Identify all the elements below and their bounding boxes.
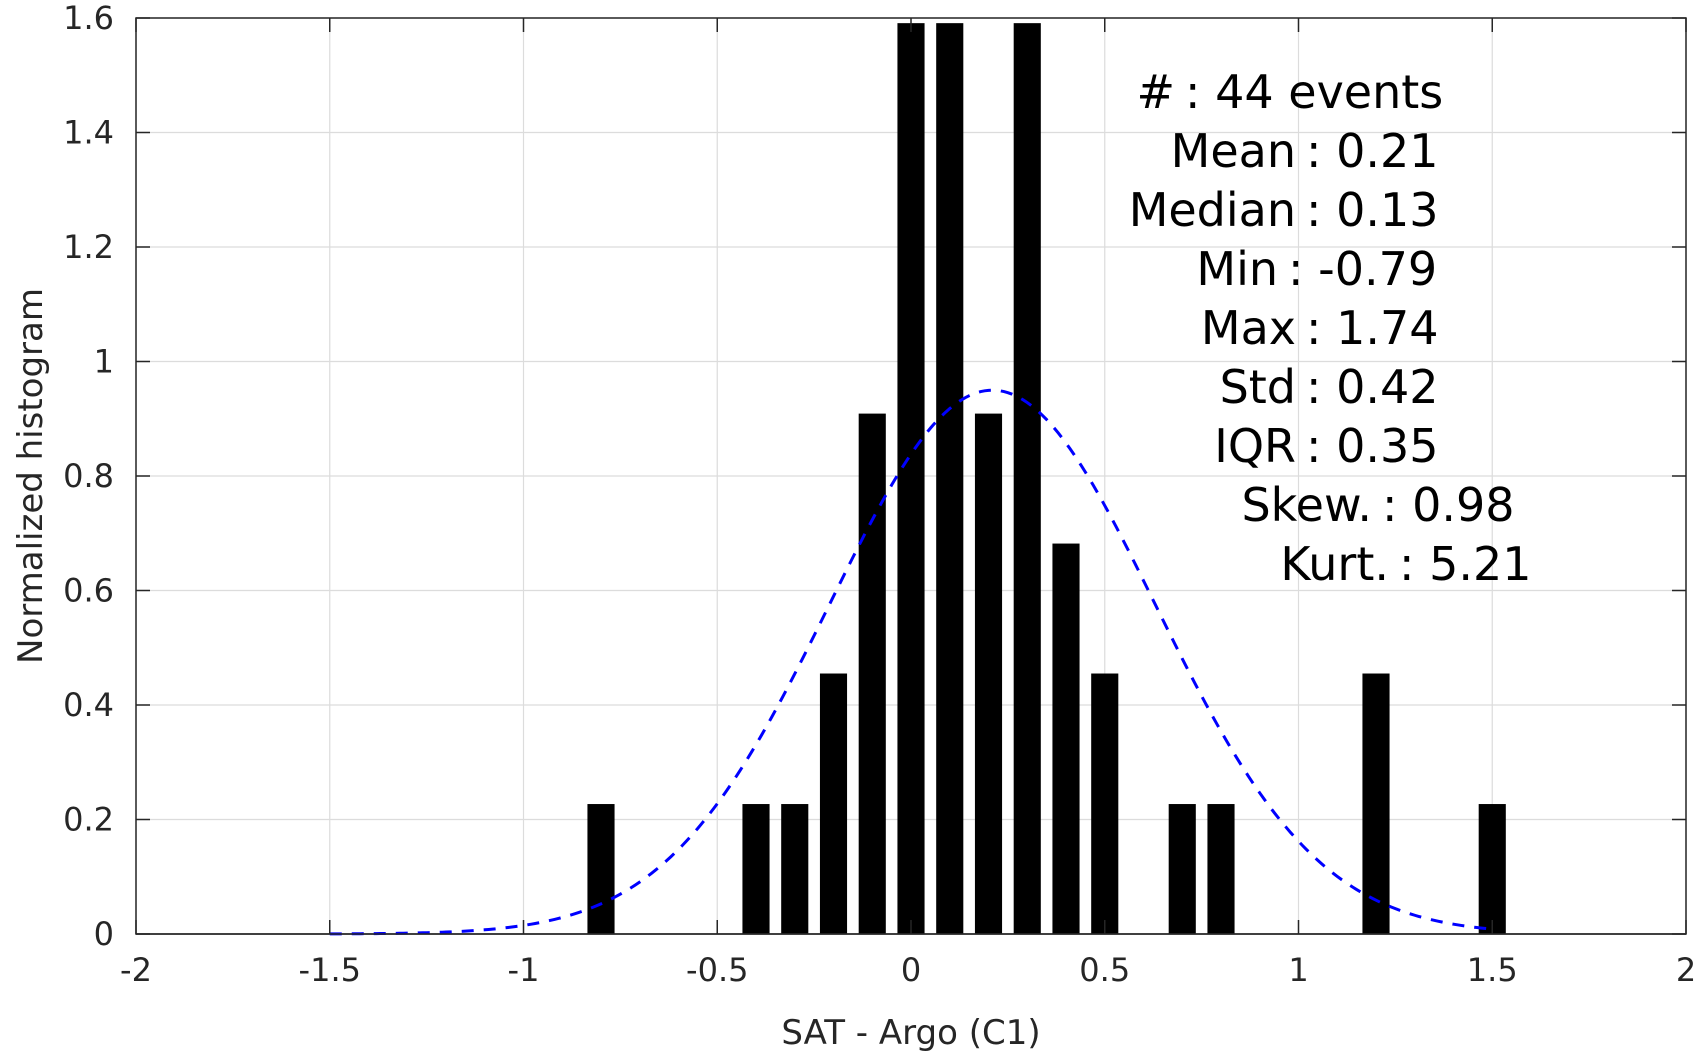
histogram-bar	[936, 23, 964, 934]
histogram-bar	[1168, 804, 1196, 934]
histogram-bar	[1478, 804, 1506, 934]
x-tick-label: -2	[120, 951, 152, 989]
y-tick-label: 0.8	[63, 457, 114, 495]
stat-skew: Skew.: 0.98	[1241, 478, 1514, 532]
histogram-bar	[858, 413, 886, 934]
histogram-bar	[1362, 673, 1390, 934]
x-tick-label: 1.5	[1467, 951, 1518, 989]
histogram-bar	[1013, 23, 1041, 934]
histogram-bar	[1091, 673, 1119, 934]
histogram-bar	[897, 23, 925, 934]
axis-ticks	[135, 17, 1687, 935]
histogram-bar	[819, 673, 848, 934]
y-tick-label: 1.4	[63, 114, 114, 152]
histogram-bar	[781, 804, 809, 934]
y-tick-label: 0.2	[63, 801, 114, 839]
stat-min: Min: -0.79	[1196, 242, 1437, 296]
y-tick-labels: 0 0.2 0.4 0.6 0.8 1 1.2 1.4 1.6	[63, 0, 114, 953]
histogram-bar	[1207, 804, 1235, 934]
histogram-bar	[742, 804, 770, 934]
y-tick-label: 1.2	[63, 228, 114, 266]
x-tick-label: -1.5	[299, 951, 361, 989]
x-tick-label: -0.5	[686, 951, 748, 989]
histogram-bar	[1052, 543, 1080, 934]
x-tick-label: -1	[508, 951, 540, 989]
stat-kurt: Kurt.: 5.21	[1280, 537, 1531, 591]
statistics-box: #: 44 events Mean: 0.21 Median: 0.13 Min…	[1129, 65, 1532, 591]
histogram-bar	[974, 413, 1003, 934]
histogram-bars	[136, 23, 1686, 935]
x-axis-label: SAT - Argo (C1)	[781, 1013, 1040, 1053]
x-tick-labels: -2 -1.5 -1 -0.5 0 0.5 1 1.5 2	[120, 951, 1696, 989]
x-tick-label: 2	[1676, 951, 1696, 989]
histogram-bar	[587, 804, 615, 934]
stat-max: Max: 1.74	[1201, 301, 1439, 355]
stat-std: Std: 0.42	[1220, 360, 1439, 414]
y-tick-label: 1	[94, 343, 114, 381]
stat-median: Median: 0.13	[1129, 183, 1439, 237]
x-tick-label: 0	[901, 951, 921, 989]
stat-iqr: IQR: 0.35	[1214, 419, 1438, 473]
x-tick-label: 1	[1288, 951, 1308, 989]
x-tick-label: 0.5	[1079, 951, 1130, 989]
stat-mean: Mean: 0.21	[1171, 124, 1439, 178]
y-tick-label: 0.6	[63, 572, 114, 610]
stat-count: #: 44 events	[1136, 65, 1443, 119]
y-tick-label: 0.4	[63, 686, 114, 724]
y-axis-label: Normalized histogram	[11, 288, 51, 664]
y-tick-label: 0	[94, 915, 114, 953]
y-tick-label: 1.6	[63, 0, 114, 37]
